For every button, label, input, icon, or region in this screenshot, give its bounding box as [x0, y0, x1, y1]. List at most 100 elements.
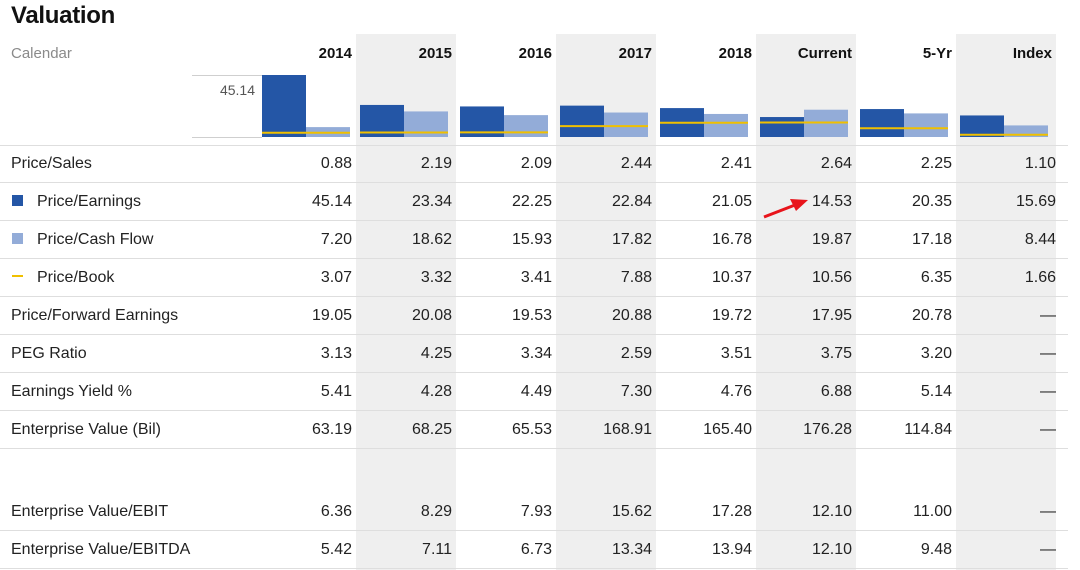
table-cell: 176.28 — [803, 421, 852, 438]
chart-max-label: 45.14 — [219, 82, 255, 98]
table-cell: 0.88 — [320, 155, 352, 172]
table-cell: 19.87 — [811, 231, 852, 248]
column-header-2018: 2018 — [718, 45, 752, 62]
row-label: PEG Ratio — [11, 345, 87, 363]
row-divider — [0, 258, 1068, 259]
table-cell: 68.25 — [411, 421, 452, 438]
table-cell: 45.14 — [311, 193, 352, 210]
row-label: Price/Forward Earnings — [11, 307, 178, 325]
bar-price-cash-flow — [604, 112, 648, 137]
column-header-current: Current — [797, 45, 852, 62]
table-cell: 15.69 — [1015, 193, 1056, 210]
table-cell: 4.76 — [720, 383, 752, 400]
table-cell: 3.41 — [520, 269, 552, 286]
row-label-text: Price/Sales — [11, 155, 92, 172]
row-label-text: Price/Earnings — [37, 193, 142, 210]
row-label: Price/Earnings — [12, 193, 141, 211]
table-cell: 3.32 — [420, 269, 452, 286]
table-cell: 2.09 — [520, 155, 552, 172]
table-cell: 17.28 — [711, 503, 752, 520]
table-cell: 22.25 — [511, 193, 552, 210]
table-cell: 3.13 — [320, 345, 352, 362]
bar-price-earnings — [760, 117, 804, 137]
row-label-text: Price/Cash Flow — [37, 231, 154, 248]
row-label-text: PEG Ratio — [11, 345, 87, 362]
table-cell: 23.34 — [411, 193, 452, 210]
row-label-text: Price/Book — [37, 269, 115, 286]
row-divider — [0, 372, 1068, 373]
bar-price-earnings — [860, 109, 904, 137]
table-cell: 13.34 — [611, 541, 652, 558]
table-cell: 5.14 — [920, 383, 952, 400]
row-label-text: Enterprise Value (Bil) — [11, 421, 161, 438]
row-divider — [0, 182, 1068, 183]
table-cell: 6.73 — [520, 541, 552, 558]
table-cell: 18.62 — [411, 231, 452, 248]
table-cell: 1.66 — [1024, 269, 1056, 286]
table-cell: 13.94 — [711, 541, 752, 558]
row-divider — [0, 145, 1068, 146]
table-cell: — — [1040, 541, 1056, 558]
annotation-arrow — [763, 199, 808, 219]
table-cell: 3.51 — [720, 345, 752, 362]
table-cell: 19.05 — [311, 307, 352, 324]
bar-price-earnings — [262, 75, 306, 137]
table-cell: 3.34 — [520, 345, 552, 362]
bar-price-earnings — [960, 115, 1004, 137]
row-divider — [0, 530, 1068, 531]
row-divider — [0, 568, 1068, 569]
bar-price-earnings — [560, 105, 604, 137]
table-cell: 3.75 — [820, 345, 852, 362]
table-cell: 20.78 — [911, 307, 952, 324]
table-cell: 168.91 — [603, 421, 652, 438]
table-cell: 7.88 — [620, 269, 652, 286]
column-header-2016: 2016 — [518, 45, 552, 62]
table-cell: 2.25 — [920, 155, 952, 172]
table-cell: 2.64 — [820, 155, 852, 172]
table-cell: 2.59 — [620, 345, 652, 362]
column-header-5yr: 5-Yr — [922, 45, 952, 62]
column-header-2017: 2017 — [618, 45, 652, 62]
table-cell: 3.20 — [920, 345, 952, 362]
page-title: Valuation — [11, 2, 115, 29]
table-cell: — — [1040, 307, 1056, 324]
column-header-2014: 2014 — [318, 45, 352, 62]
row-divider — [0, 334, 1068, 335]
bar-price-cash-flow — [504, 115, 548, 137]
table-cell: 4.28 — [420, 383, 452, 400]
table-cell: 17.95 — [811, 307, 852, 324]
bar-price-cash-flow — [904, 113, 948, 137]
table-cell: — — [1040, 383, 1056, 400]
table-cell: 14.53 — [811, 193, 852, 210]
row-label: Earnings Yield % — [11, 383, 132, 401]
table-cell: 7.20 — [320, 231, 352, 248]
table-cell: 4.49 — [520, 383, 552, 400]
table-cell: 2.44 — [620, 155, 652, 172]
table-cell: 1.10 — [1024, 155, 1056, 172]
table-cell: 17.82 — [611, 231, 652, 248]
table-cell: 6.88 — [820, 383, 852, 400]
table-cell: 22.84 — [611, 193, 652, 210]
row-label-text: Enterprise Value/EBITDA — [11, 541, 191, 558]
column-header-2015: 2015 — [418, 45, 452, 62]
arrow-head — [790, 199, 808, 211]
row-label: Price/Book — [12, 269, 114, 287]
table-cell: 15.62 — [611, 503, 652, 520]
table-cell: 6.35 — [920, 269, 952, 286]
column-header-index: Index — [1012, 45, 1052, 62]
table-cell: 4.25 — [420, 345, 452, 362]
row-divider — [0, 448, 1068, 449]
row-label: Price/Sales — [11, 155, 92, 173]
table-cell: 12.10 — [811, 503, 852, 520]
table-cell: 5.42 — [320, 541, 352, 558]
table-cell: 19.53 — [511, 307, 552, 324]
row-label-text: Enterprise Value/EBIT — [11, 503, 169, 520]
table-cell: 2.41 — [720, 155, 752, 172]
legend-swatch-pe — [12, 195, 23, 206]
table-cell: 12.10 — [811, 541, 852, 558]
row-label-text: Earnings Yield % — [11, 383, 132, 400]
legend-swatch-pb — [12, 275, 23, 277]
row-label: Price/Cash Flow — [12, 231, 153, 249]
table-cell: — — [1040, 345, 1056, 362]
